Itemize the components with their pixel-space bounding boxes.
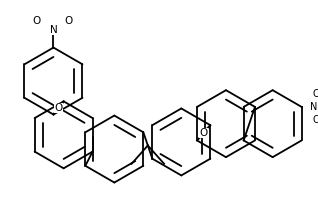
Text: O: O	[312, 115, 318, 125]
Text: O: O	[32, 16, 40, 26]
Text: O: O	[54, 103, 63, 113]
Text: O: O	[199, 128, 208, 138]
Text: O: O	[312, 89, 318, 99]
Text: O: O	[65, 16, 73, 26]
Text: N: N	[50, 25, 57, 35]
Text: N: N	[310, 102, 317, 112]
